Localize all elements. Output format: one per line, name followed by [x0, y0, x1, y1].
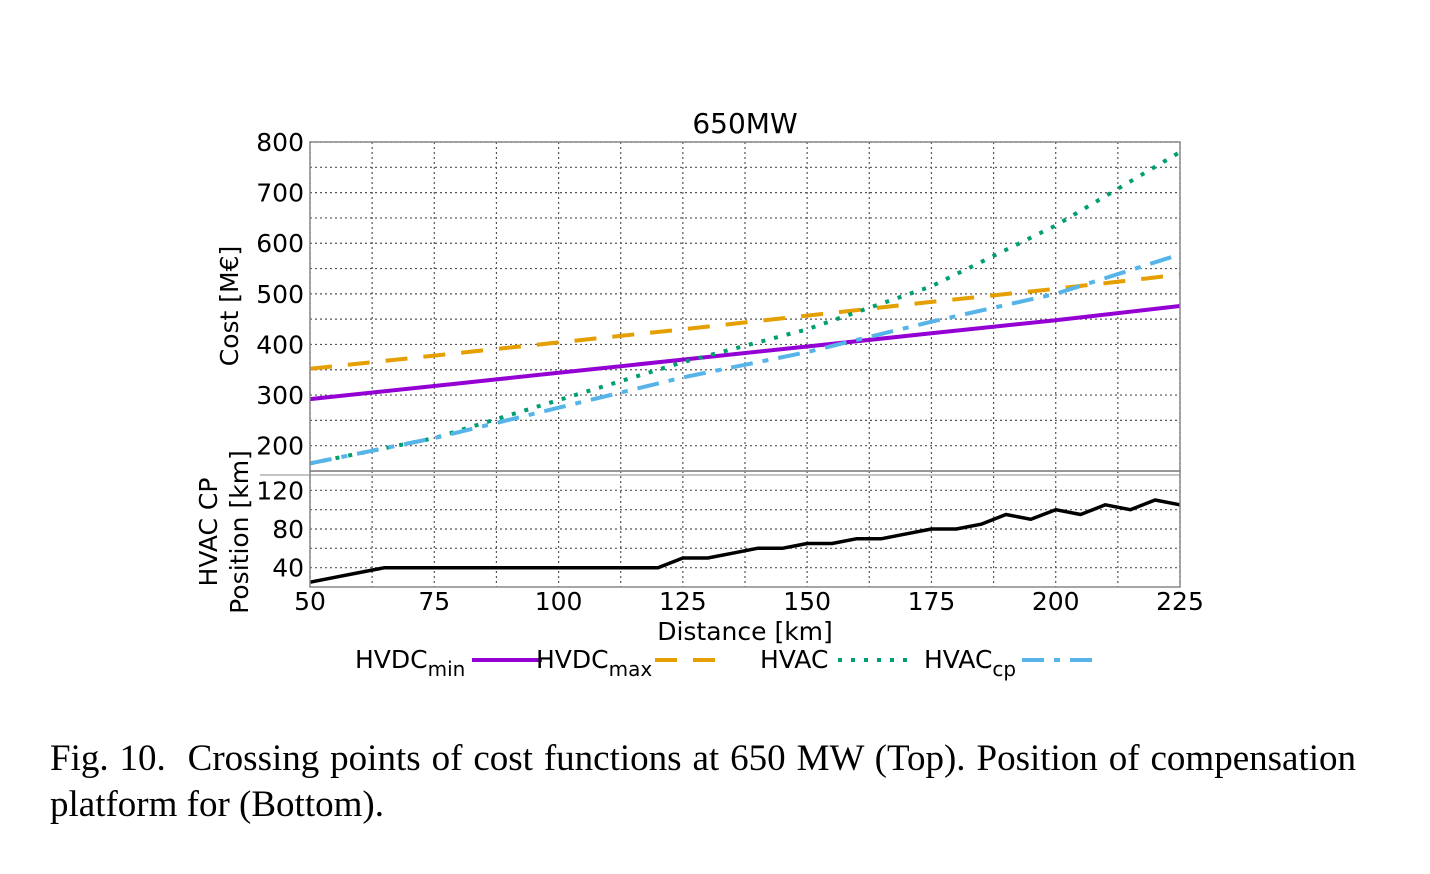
chart-title: 650MW: [692, 107, 797, 140]
top-y-tick-label: 200: [256, 432, 304, 461]
x-tick-label: 200: [1032, 587, 1080, 616]
series-line-hvdc_max: [309, 272, 1181, 371]
bottom-chart-grid: [309, 471, 1181, 587]
top-y-tick-label: 500: [256, 280, 304, 309]
top-chart-grid: [309, 141, 1181, 471]
legend-label: HVDCmin: [355, 645, 465, 681]
tick-labels: 200 300 400 500 600 700 800 40 80 120 50 75 100 125 15…: [256, 128, 1204, 616]
legend-label: HVAC: [760, 645, 828, 674]
top-y-tick-label: 800: [256, 128, 304, 157]
series-line-hvac_cp: [309, 252, 1181, 466]
legend-label: HVACcp: [924, 645, 1016, 681]
legend-label: HVDCmax: [536, 645, 652, 681]
bottom-y-tick-label: 80: [272, 515, 304, 544]
bottom-y-axis-label-line2: Position [km]: [225, 450, 254, 614]
caption-label: Fig. 10.: [50, 738, 166, 779]
x-axis-label: Distance [km]: [657, 617, 833, 646]
x-tick-label: 225: [1156, 587, 1204, 616]
series-line-hvdc_min: [309, 304, 1181, 402]
x-tick-label: 125: [659, 587, 707, 616]
legend: HVDCmin HVDCmax HVAC HVACcp: [355, 645, 1092, 681]
figure-caption: Fig. 10. Crossing points of cost functio…: [50, 736, 1356, 828]
series-line-cp_position: [309, 498, 1181, 584]
top-y-tick-label: 700: [256, 179, 304, 208]
x-tick-label: 175: [908, 587, 956, 616]
x-tick-label: 100: [535, 587, 583, 616]
top-y-axis-label: Cost [M€]: [215, 246, 244, 367]
bottom-chart-series: [309, 498, 1181, 584]
x-tick-label: 50: [294, 587, 326, 616]
bottom-chart-frame: [309, 470, 1181, 588]
bottom-y-tick-label: 120: [256, 476, 304, 505]
top-chart-frame: [309, 141, 1181, 472]
chart-frames: [260, 141, 1181, 588]
x-tick-label: 75: [418, 587, 450, 616]
top-y-tick-label: 300: [256, 381, 304, 410]
top-chart-series: [309, 150, 1182, 466]
bottom-y-axis-label-line1: HVAC CP: [194, 478, 223, 587]
top-y-tick-label: 400: [256, 330, 304, 359]
top-y-tick-label: 600: [256, 229, 304, 258]
x-tick-label: 150: [783, 587, 831, 616]
caption-text: Crossing points of cost functions at 650…: [50, 738, 1357, 825]
bottom-y-tick-label: 40: [272, 554, 304, 583]
